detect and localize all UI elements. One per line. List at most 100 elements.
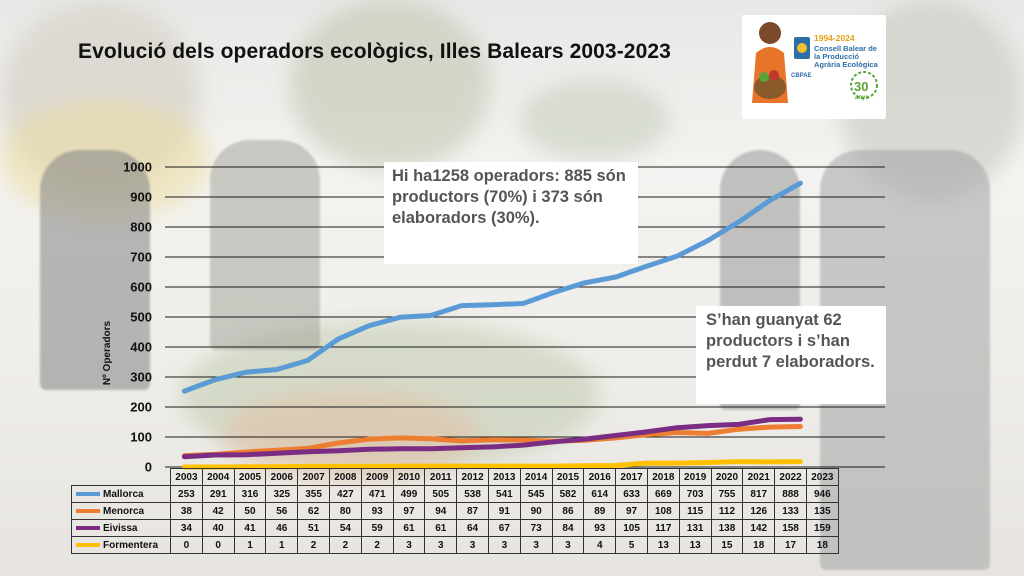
table-cell: 61 <box>424 519 458 537</box>
year-header: 2013 <box>487 468 521 486</box>
table-cell: 158 <box>774 519 807 537</box>
table-corner <box>72 469 171 486</box>
year-header: 2022 <box>774 468 807 486</box>
year-header: 2016 <box>583 468 617 486</box>
table-cell: 499 <box>392 485 426 503</box>
table-cell: 138 <box>710 519 744 537</box>
table-cell: 325 <box>265 485 299 503</box>
table-cell: 13 <box>646 536 680 554</box>
table-cell: 51 <box>297 519 330 537</box>
table-cell: 54 <box>328 519 362 537</box>
table-cell: 3 <box>456 536 489 554</box>
table-cell: 2 <box>360 536 394 554</box>
data-table: 2003 2004 2005 2006 2007 2008 2009 2010 2011 2012… <box>71 468 839 554</box>
table-cell: 62 <box>297 502 330 520</box>
table-cell: 126 <box>742 502 776 520</box>
table-cell: 40 <box>201 519 235 537</box>
table-row: Formentera 0 0 1 1 2 2 2 3 3 3 3 3 3 4 5 13 13 15 18 17 18 <box>71 536 839 554</box>
year-header: 2018 <box>646 468 680 486</box>
logo-anniversary-word: anys <box>855 95 869 101</box>
table-cell: 84 <box>551 519 585 537</box>
series-name: Mallorca <box>103 488 144 500</box>
year-header: 2003 <box>170 468 203 486</box>
table-cell: 50 <box>233 502 267 520</box>
table-cell: 112 <box>710 502 744 520</box>
table-cell: 3 <box>519 536 553 554</box>
table-cell: 91 <box>487 502 521 520</box>
table-cell: 117 <box>646 519 680 537</box>
table-cell: 93 <box>360 502 394 520</box>
y-axis-ticks: 0 100 200 300 400 500 600 700 800 900 1000 <box>123 160 152 475</box>
legend-swatch <box>76 525 100 530</box>
table-cell: 133 <box>774 502 807 520</box>
year-header: 2004 <box>201 468 235 486</box>
table-cell: 87 <box>456 502 489 520</box>
year-header: 2009 <box>360 468 394 486</box>
table-cell: 80 <box>328 502 362 520</box>
logo-abbr: CBPAE <box>791 73 812 79</box>
table-cell: 545 <box>519 485 553 503</box>
series-line-mallorca <box>181 180 803 394</box>
table-cell: 67 <box>487 519 521 537</box>
series-line-formentera <box>181 459 803 470</box>
table-cell: 38 <box>170 502 203 520</box>
chart-title: Evolució dels operadors ecològics, Illes… <box>78 40 671 63</box>
y-tick-label: 600 <box>130 280 152 295</box>
year-header: 2021 <box>742 468 776 486</box>
table-cell: 755 <box>710 485 744 503</box>
logo-years: 1994-2024 <box>814 33 855 43</box>
series-label: Eivissa <box>71 519 171 537</box>
table-cell: 46 <box>265 519 299 537</box>
series-label: Menorca <box>71 502 171 520</box>
table-cell: 3 <box>424 536 458 554</box>
table-cell: 669 <box>646 485 680 503</box>
y-tick-label: 500 <box>130 310 152 325</box>
year-header: 2019 <box>678 468 712 486</box>
table-cell: 90 <box>519 502 553 520</box>
table-cell: 159 <box>805 519 839 537</box>
year-header: 2010 <box>392 468 426 486</box>
table-cell: 61 <box>392 519 426 537</box>
table-cell: 0 <box>201 536 235 554</box>
year-header: 2005 <box>233 468 267 486</box>
table-cell: 427 <box>328 485 362 503</box>
table-cell: 97 <box>615 502 648 520</box>
table-cell: 3 <box>487 536 521 554</box>
year-header: 2020 <box>710 468 744 486</box>
y-tick-label: 300 <box>130 370 152 385</box>
year-header: 2023 <box>805 468 839 486</box>
y-tick-label: 200 <box>130 400 152 415</box>
table-cell: 2 <box>297 536 330 554</box>
table-cell: 18 <box>742 536 776 554</box>
table-cell: 1 <box>265 536 299 554</box>
table-cell: 131 <box>678 519 712 537</box>
series-line-eivissa <box>181 416 803 460</box>
table-cell: 89 <box>583 502 617 520</box>
annotation-total-operators: Hi ha1258 operadors: 885 són productors … <box>384 162 638 264</box>
table-cell: 97 <box>392 502 426 520</box>
table-cell: 471 <box>360 485 394 503</box>
y-tick-label: 100 <box>130 430 152 445</box>
table-cell: 316 <box>233 485 267 503</box>
table-cell: 105 <box>615 519 648 537</box>
table-cell: 703 <box>678 485 712 503</box>
logo-org: Consell Balear de la Producció Agrària E… <box>814 44 878 69</box>
year-header: 2008 <box>328 468 362 486</box>
legend-swatch <box>76 508 100 513</box>
table-cell: 94 <box>424 502 458 520</box>
series-name: Eivissa <box>103 522 138 534</box>
table-cell: 73 <box>519 519 553 537</box>
series-lines <box>181 180 803 470</box>
table-cell: 108 <box>646 502 680 520</box>
table-cell: 3 <box>392 536 426 554</box>
year-header: 2011 <box>424 468 458 486</box>
table-cell: 15 <box>710 536 744 554</box>
legend-swatch <box>76 491 100 496</box>
series-name: Formentera <box>103 539 159 551</box>
table-cell: 64 <box>456 519 489 537</box>
series-label: Formentera <box>71 536 171 554</box>
y-tick-label: 700 <box>130 250 152 265</box>
table-cell: 355 <box>297 485 330 503</box>
table-cell: 17 <box>774 536 807 554</box>
table-cell: 0 <box>170 536 203 554</box>
